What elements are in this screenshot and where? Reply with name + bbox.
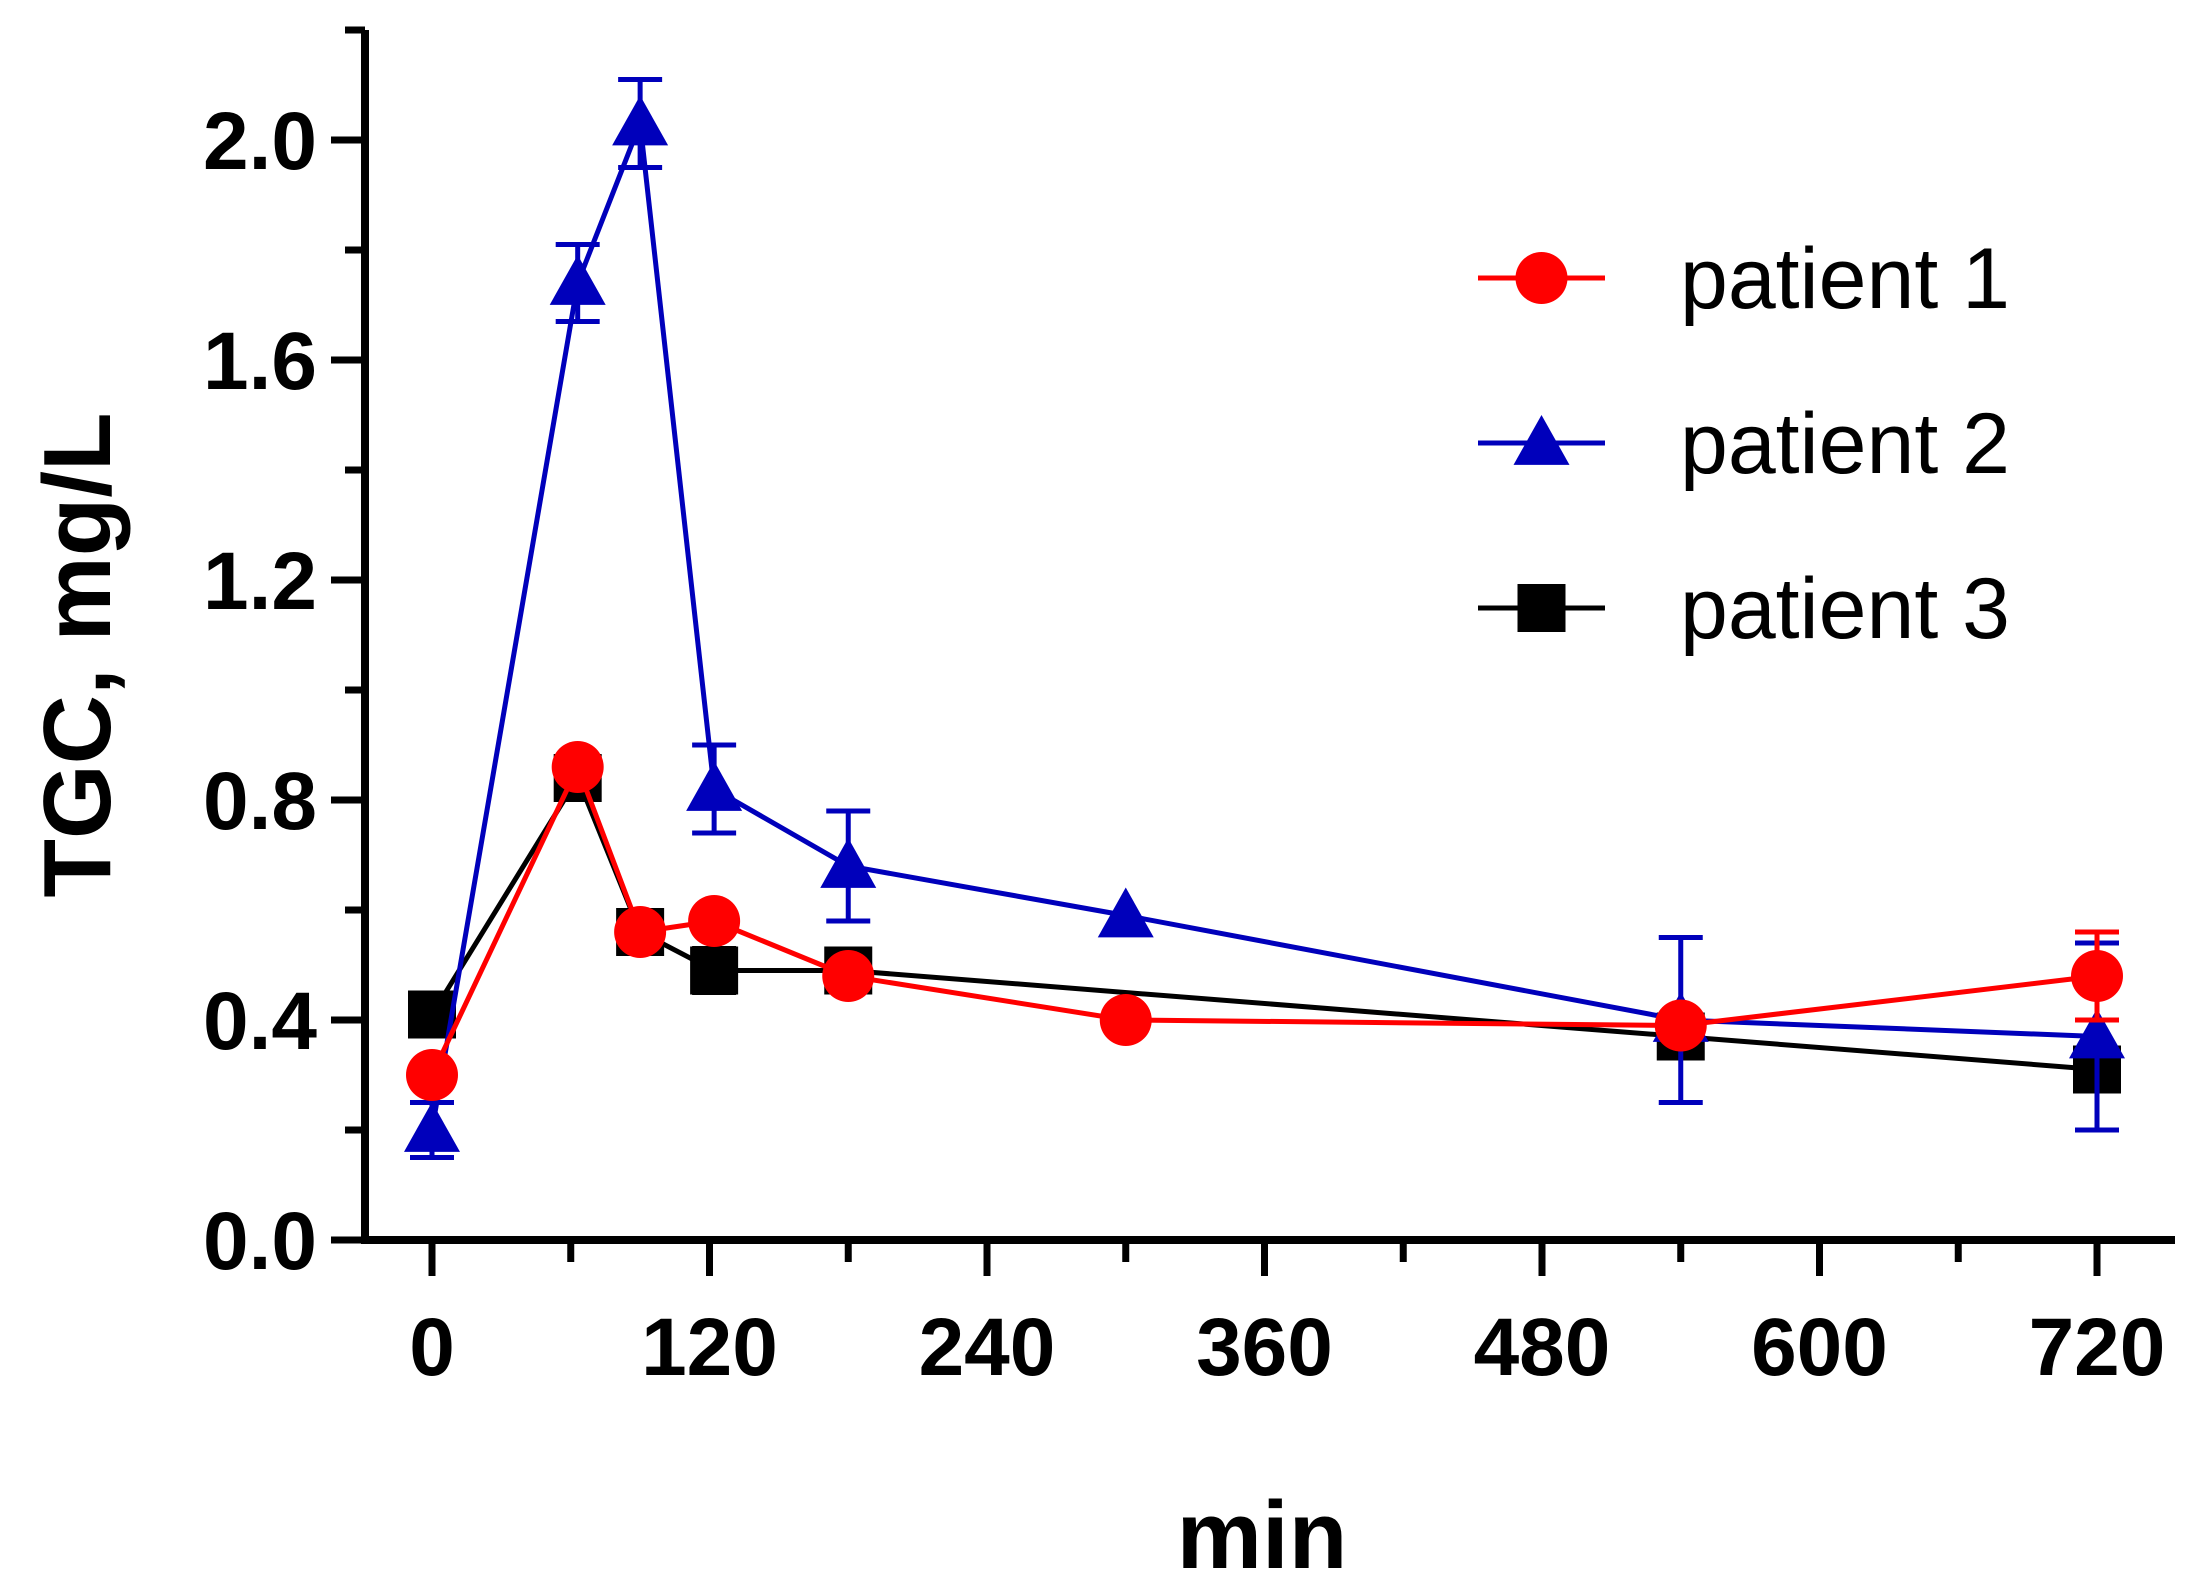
legend-item: patient 3 bbox=[1478, 561, 2010, 657]
series-line bbox=[429, 760, 2098, 1077]
legend-label: patient 2 bbox=[1680, 396, 2010, 492]
chart-series bbox=[404, 77, 2125, 1160]
legend-label: patient 1 bbox=[1680, 231, 2010, 327]
x-tick-label: 240 bbox=[919, 1302, 1056, 1393]
data-point bbox=[688, 895, 741, 947]
data-point bbox=[406, 1049, 458, 1101]
y-tick-label: 0.4 bbox=[203, 976, 317, 1067]
legend-item: patient 1 bbox=[1478, 231, 2010, 327]
legend-marker bbox=[1513, 415, 1570, 465]
data-point bbox=[614, 906, 667, 958]
y-tick-label: 0.8 bbox=[203, 756, 317, 847]
x-tick-label: 0 bbox=[409, 1302, 455, 1393]
data-point bbox=[612, 95, 669, 146]
series-patient-3 bbox=[408, 754, 2121, 1094]
y-tick-label: 2.0 bbox=[203, 96, 317, 187]
legend-label: patient 3 bbox=[1680, 561, 2010, 657]
data-point bbox=[690, 946, 739, 995]
chart-axes: 0.0 0.4 0.8 1.2 1.6 2.0 0 120 240 360 480 600 720 bbox=[203, 26, 2175, 1393]
x-axis-title: min bbox=[1177, 1482, 1348, 1589]
data-point bbox=[551, 741, 604, 793]
y-tick-label: 1.6 bbox=[203, 316, 317, 407]
data-point bbox=[549, 255, 606, 305]
y-tick-label: 1.2 bbox=[203, 536, 317, 627]
data-point bbox=[1654, 999, 1707, 1052]
data-point bbox=[686, 761, 743, 811]
x-tick-label: 480 bbox=[1474, 1302, 1611, 1393]
data-point bbox=[1099, 994, 1152, 1046]
data-point bbox=[404, 1102, 460, 1152]
legend-marker bbox=[1515, 252, 1568, 304]
y-tick-label: 0.0 bbox=[203, 1196, 317, 1287]
data-point bbox=[2069, 1008, 2125, 1059]
data-point bbox=[820, 838, 877, 888]
series-patient-1 bbox=[406, 741, 2123, 1101]
chart-legend: patient 1 patient 2 patient 3 bbox=[1478, 231, 2010, 657]
x-tick-label: 360 bbox=[1196, 1302, 1333, 1393]
data-point bbox=[1097, 887, 1154, 938]
x-tick-label: 120 bbox=[641, 1302, 778, 1393]
x-tick-label: 600 bbox=[1751, 1302, 1888, 1393]
data-point bbox=[822, 950, 875, 1002]
series-line bbox=[429, 122, 2098, 1131]
data-point bbox=[2071, 950, 2123, 1002]
legend-marker bbox=[1517, 584, 1566, 632]
legend-item: patient 2 bbox=[1478, 396, 2010, 492]
x-tick-label: 720 bbox=[2029, 1302, 2166, 1393]
y-axis-title: TGC, mg/L bbox=[24, 412, 131, 897]
